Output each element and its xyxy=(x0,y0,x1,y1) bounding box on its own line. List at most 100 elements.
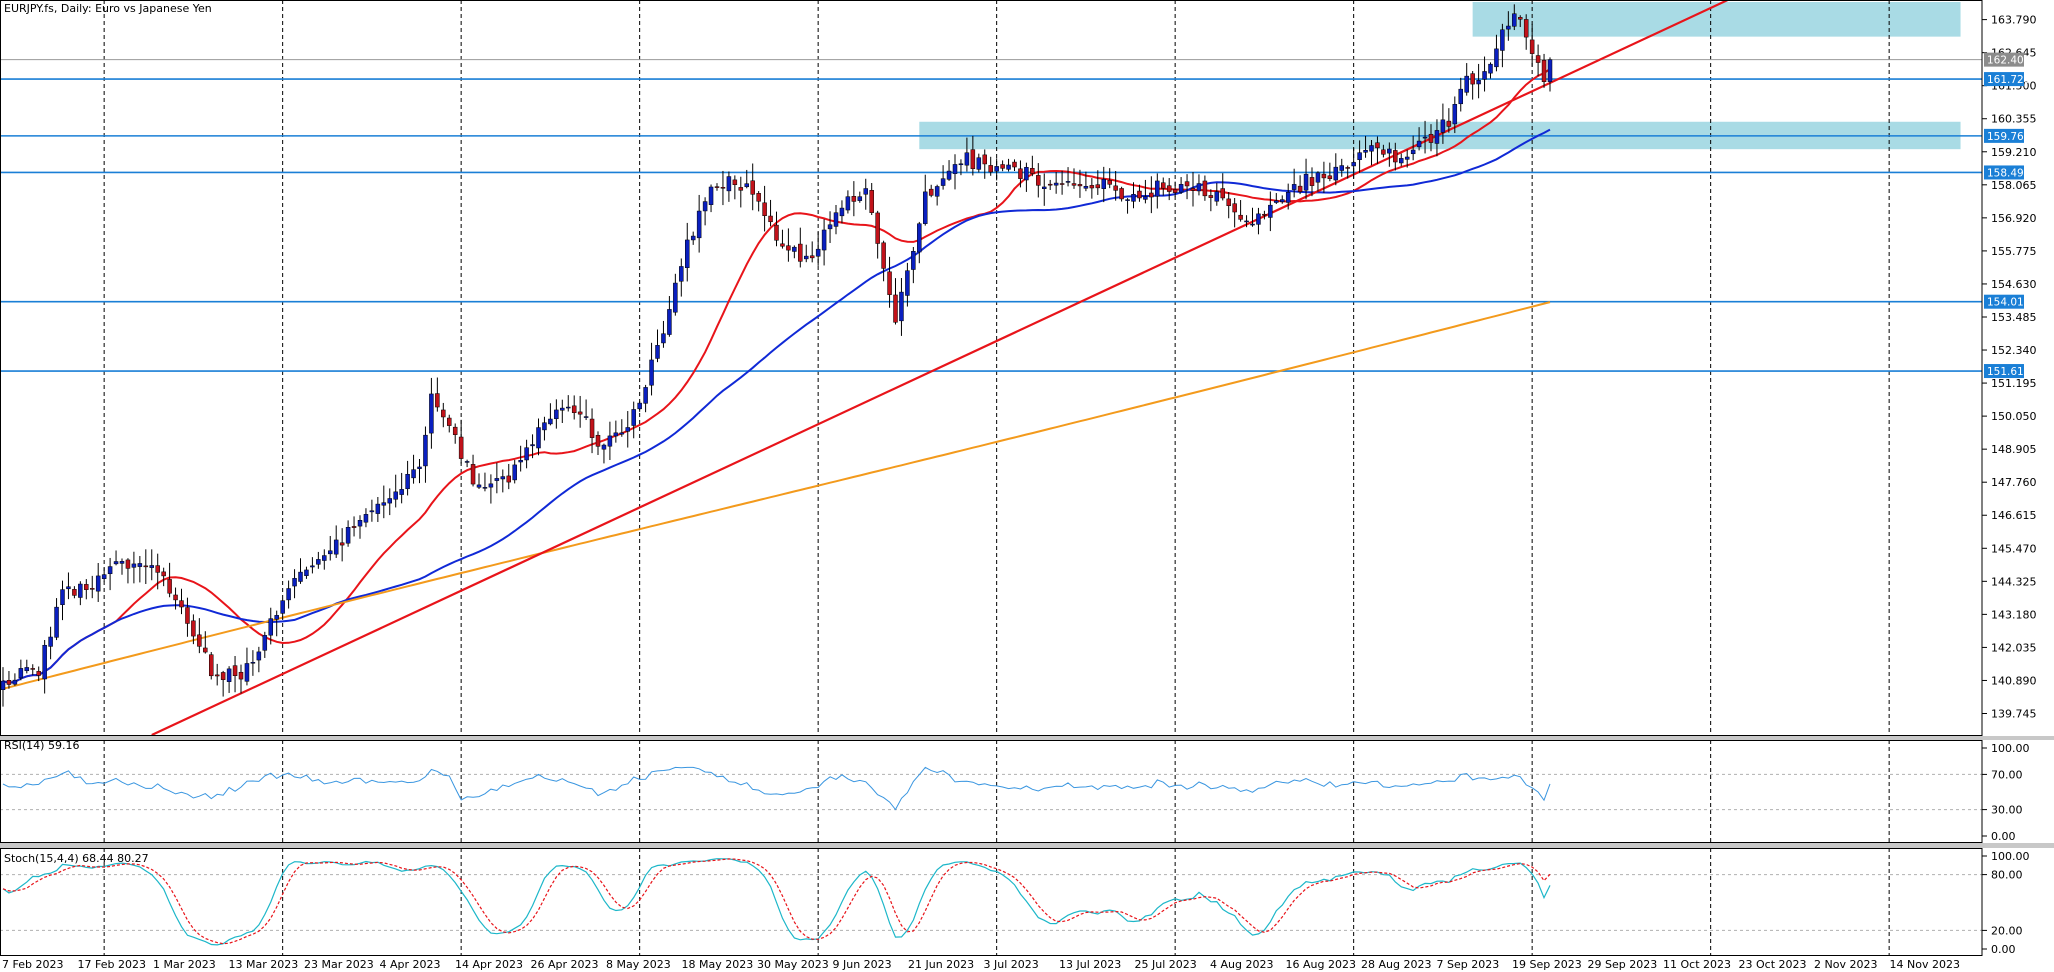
candle xyxy=(357,520,363,527)
date-label: 2 Nov 2023 xyxy=(1814,958,1877,971)
candle xyxy=(1131,194,1136,202)
candle xyxy=(1107,179,1112,185)
candle xyxy=(345,527,351,544)
candle xyxy=(1321,173,1327,179)
candle xyxy=(322,555,327,561)
candle xyxy=(1077,184,1083,187)
candle xyxy=(958,163,964,166)
candle xyxy=(1024,167,1029,181)
candle xyxy=(66,586,71,590)
candle xyxy=(887,271,892,295)
candle xyxy=(1000,164,1005,169)
candle xyxy=(1399,158,1404,164)
candle xyxy=(1393,150,1398,163)
candle xyxy=(821,229,827,251)
candle xyxy=(976,157,982,170)
candle xyxy=(893,294,898,323)
candle xyxy=(964,152,970,166)
price-tick-label: 158.065 xyxy=(1991,179,2037,192)
candle xyxy=(661,333,666,344)
date-label: 17 Feb 2023 xyxy=(78,958,146,971)
candle xyxy=(60,589,65,605)
date-label: 13 Jul 2023 xyxy=(1059,958,1121,971)
candle xyxy=(815,248,821,257)
candle xyxy=(940,178,946,186)
candle xyxy=(6,680,12,685)
candle xyxy=(1053,182,1059,186)
candle xyxy=(1190,188,1196,191)
candle xyxy=(155,565,160,573)
date-label: 19 Sep 2023 xyxy=(1512,958,1582,971)
price-tick-label: 147.760 xyxy=(1991,476,2037,489)
candle xyxy=(1232,203,1237,213)
candle xyxy=(1149,192,1154,198)
candle xyxy=(447,417,452,426)
date-label: 9 Jun 2023 xyxy=(833,958,892,971)
candle xyxy=(423,434,428,467)
candle xyxy=(72,589,77,596)
candle xyxy=(1452,104,1458,125)
candle xyxy=(1137,190,1142,199)
candle xyxy=(1095,184,1101,189)
candle xyxy=(328,550,333,555)
candle xyxy=(1089,185,1095,189)
price-tick-label: 148.905 xyxy=(1991,443,2037,456)
candle xyxy=(393,491,398,500)
candle xyxy=(1434,130,1440,144)
rsi-line xyxy=(2,766,1551,811)
candle xyxy=(1030,168,1035,174)
candle xyxy=(268,618,273,636)
candle xyxy=(631,409,636,426)
candle xyxy=(1101,179,1106,189)
candle xyxy=(899,291,904,322)
candle xyxy=(131,563,137,568)
candle xyxy=(101,574,107,579)
candle xyxy=(613,432,619,437)
candle xyxy=(238,671,244,680)
candle xyxy=(48,636,53,647)
candle xyxy=(625,427,630,432)
date-label: 28 Aug 2023 xyxy=(1361,958,1431,971)
candle xyxy=(1315,172,1321,183)
candle xyxy=(286,588,291,601)
candle xyxy=(280,600,285,614)
candle xyxy=(863,188,868,195)
candle xyxy=(881,242,886,269)
candle xyxy=(1178,184,1184,193)
candle xyxy=(637,402,642,410)
candle xyxy=(583,416,589,418)
date-label: 1 Mar 2023 xyxy=(153,958,216,971)
candle xyxy=(1387,148,1392,154)
stoch-main-line xyxy=(2,858,1551,946)
date-label: 4 Apr 2023 xyxy=(380,958,441,971)
candle xyxy=(518,460,523,463)
candle xyxy=(161,571,166,577)
candle xyxy=(256,651,262,661)
candle xyxy=(369,510,375,513)
candle xyxy=(203,647,208,653)
candle xyxy=(1226,198,1231,207)
candle xyxy=(1506,25,1511,30)
candle xyxy=(54,606,59,638)
candle xyxy=(1529,39,1535,54)
candle xyxy=(1494,48,1499,68)
candle xyxy=(1470,73,1475,85)
candle xyxy=(1119,188,1124,200)
price-tag xyxy=(1984,294,2024,309)
panel-frame xyxy=(0,0,1983,736)
candle xyxy=(381,502,387,506)
candle xyxy=(1339,165,1344,171)
candle xyxy=(786,245,791,251)
candle xyxy=(845,196,851,211)
price-tick-label: 152.340 xyxy=(1991,344,2037,357)
candle xyxy=(351,526,357,528)
candle xyxy=(399,489,404,495)
candle xyxy=(1012,161,1017,168)
candle xyxy=(36,671,41,676)
candle xyxy=(994,166,999,172)
candle xyxy=(1262,213,1267,216)
candle xyxy=(506,475,511,483)
candle xyxy=(1345,167,1350,169)
candle xyxy=(1518,17,1523,20)
candle xyxy=(42,644,47,680)
